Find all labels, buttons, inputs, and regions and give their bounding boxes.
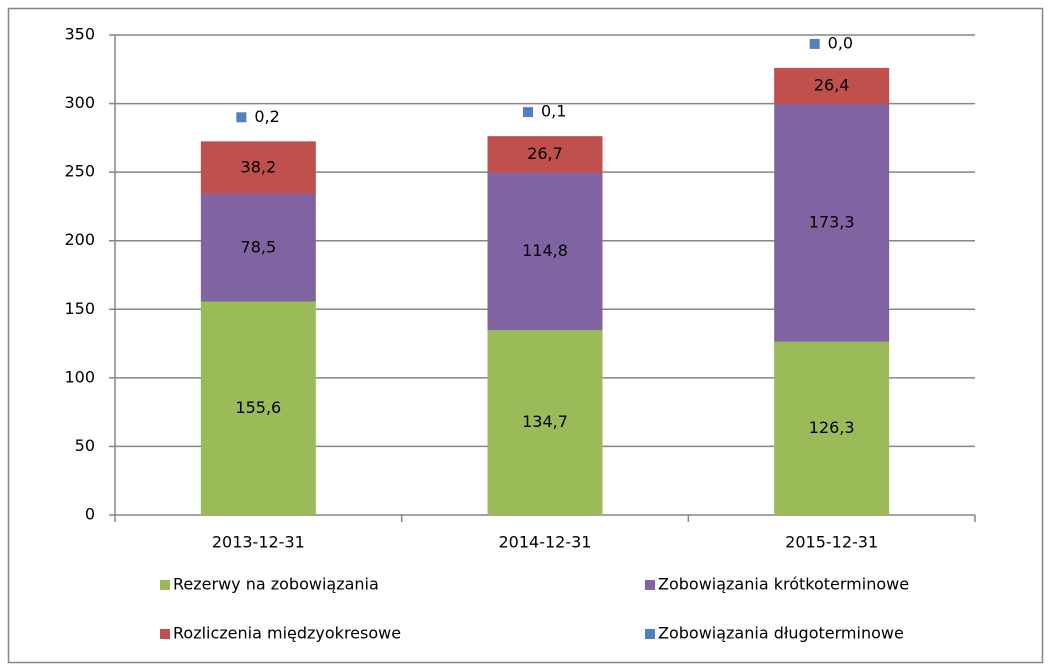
- data-label-key: [523, 107, 533, 118]
- y-tick-label: 50: [75, 436, 95, 455]
- x-tick-label: 2013-12-31: [212, 533, 305, 552]
- data-label: 26,7: [527, 144, 563, 163]
- y-tick-label: 0: [85, 505, 95, 524]
- data-label: 0,1: [541, 102, 566, 121]
- bar-segment: [200, 141, 316, 194]
- legend-swatch: [645, 580, 655, 590]
- bar-segment: [200, 301, 316, 515]
- legend-swatch: [645, 629, 655, 639]
- y-tick-label: 250: [64, 162, 95, 181]
- data-label: 134,7: [522, 412, 568, 431]
- bar-segment: [774, 67, 890, 105]
- legend-swatch: [160, 629, 170, 639]
- x-tick-label: 2014-12-31: [499, 533, 592, 552]
- y-tick-label: 200: [64, 230, 95, 249]
- bar-segment: [487, 136, 603, 173]
- data-label: 78,5: [241, 237, 277, 256]
- bar-segment: [487, 330, 603, 515]
- data-label-key: [236, 112, 247, 123]
- data-label: 26,4: [814, 76, 850, 95]
- legend-label: Rozliczenia międzyokresowe: [173, 624, 401, 643]
- y-tick-label: 150: [64, 299, 95, 318]
- data-label-key: [809, 38, 820, 49]
- y-tick-label: 300: [64, 93, 95, 112]
- data-label: 38,2: [241, 157, 277, 176]
- bar-segment: [774, 341, 890, 515]
- y-tick-label: 100: [64, 367, 95, 386]
- data-label: 155,6: [235, 398, 281, 417]
- bar-segment: [200, 193, 316, 302]
- data-label: 0,0: [828, 33, 853, 52]
- x-tick-label: 2015-12-31: [785, 533, 878, 552]
- data-label: 126,3: [809, 418, 855, 437]
- data-label: 173,3: [809, 212, 855, 231]
- bar-segment: [487, 172, 603, 331]
- data-label: 0,2: [254, 107, 279, 126]
- data-label: 114,8: [522, 241, 568, 260]
- legend-label: Zobowiązania krótkoterminowe: [658, 575, 909, 594]
- legend-swatch: [160, 580, 170, 590]
- legend-label: Rezerwy na zobowiązania: [173, 575, 379, 594]
- legend-label: Zobowiązania długoterminowe: [658, 624, 904, 643]
- bar-segment: [774, 104, 890, 342]
- y-tick-label: 350: [64, 25, 95, 44]
